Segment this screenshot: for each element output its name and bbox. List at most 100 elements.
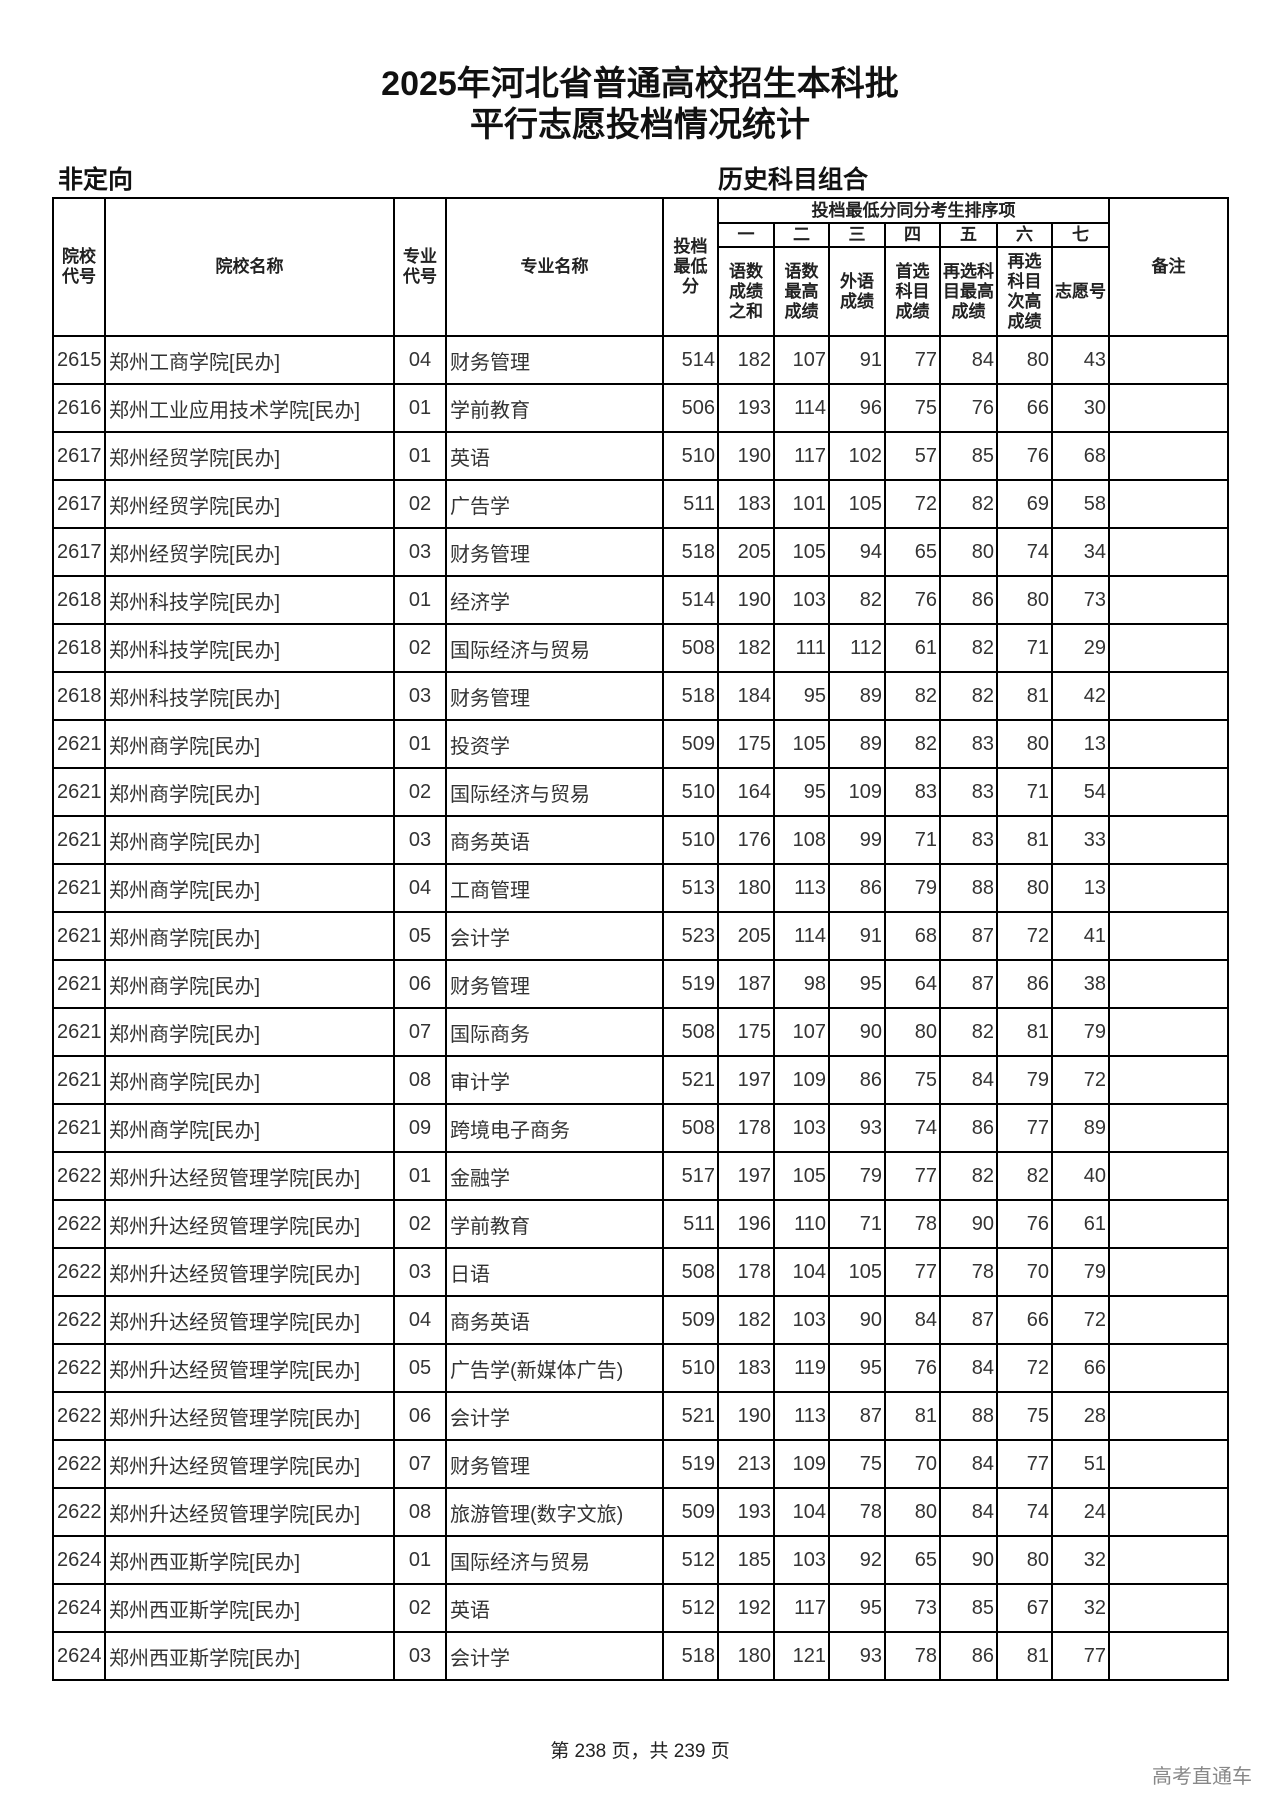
- table-row: 2621 郑州商学院[民办] 09 跨境电子商务 508 178 103 93 74 86 77 89: [52, 1103, 1230, 1153]
- cell-elective-second: 76: [996, 431, 1053, 481]
- cell-chinese-math-max: 113: [773, 863, 830, 913]
- cell-school-code: 2621: [52, 1103, 106, 1153]
- cell-school-name: 郑州商学院[民办]: [104, 863, 395, 913]
- cell-min-score: 510: [662, 431, 719, 481]
- cell-elective-max: 83: [939, 815, 998, 865]
- cell-major-code: 07: [393, 1007, 447, 1057]
- cell-chinese-math-max: 95: [773, 767, 830, 817]
- cell-chinese-math-sum: 190: [717, 575, 775, 625]
- cell-major-name: 工商管理: [445, 863, 664, 913]
- cell-preference-number: 34: [1050, 527, 1111, 577]
- cell-remarks: [1108, 959, 1230, 1009]
- cell-major-name: 国际经济与贸易: [445, 1535, 664, 1585]
- cell-elective-max: 84: [939, 335, 998, 385]
- cell-elective-second: 75: [996, 1391, 1053, 1441]
- cell-elective-second: 74: [996, 527, 1053, 577]
- header-major-name: 专业名称: [445, 197, 664, 337]
- cell-elective-max: 83: [939, 719, 998, 769]
- cell-major-code: 06: [393, 959, 447, 1009]
- cell-chinese-math-max: 109: [773, 1055, 830, 1105]
- cell-foreign-language: 89: [828, 671, 886, 721]
- cell-school-name: 郑州科技学院[民办]: [104, 575, 395, 625]
- cell-remarks: [1108, 1295, 1230, 1345]
- page-number: 第 238 页，共 239 页: [550, 1741, 730, 1762]
- cell-first-subject: 74: [884, 1103, 941, 1153]
- cell-min-score: 523: [662, 911, 719, 961]
- cell-school-name: 郑州商学院[民办]: [104, 1103, 395, 1153]
- cell-remarks: [1108, 575, 1230, 625]
- cell-elective-max: 87: [939, 911, 998, 961]
- cell-remarks: [1108, 1055, 1230, 1105]
- cell-school-code: 2621: [52, 863, 106, 913]
- cell-remarks: [1108, 1487, 1230, 1537]
- cell-major-code: 07: [393, 1439, 447, 1489]
- cell-first-subject: 75: [884, 383, 941, 433]
- cell-foreign-language: 93: [828, 1103, 886, 1153]
- cell-foreign-language: 95: [828, 1583, 886, 1633]
- cell-foreign-language: 87: [828, 1391, 886, 1441]
- cell-chinese-math-sum: 183: [717, 479, 775, 529]
- cell-first-subject: 83: [884, 767, 941, 817]
- cell-foreign-language: 79: [828, 1151, 886, 1201]
- cell-chinese-math-sum: 205: [717, 911, 775, 961]
- cell-preference-number: 79: [1050, 1007, 1111, 1057]
- cell-remarks: [1108, 1103, 1230, 1153]
- cell-major-code: 02: [393, 1199, 447, 1249]
- cell-major-code: 04: [393, 1295, 447, 1345]
- cell-foreign-language: 86: [828, 1055, 886, 1105]
- cell-major-name: 学前教育: [445, 1199, 664, 1249]
- cell-remarks: [1108, 383, 1230, 433]
- cell-foreign-language: 99: [828, 815, 886, 865]
- cell-chinese-math-sum: 197: [717, 1151, 775, 1201]
- cell-first-subject: 64: [884, 959, 941, 1009]
- header-tiebreak-group: 投档最低分同分考生排序项: [716, 197, 1111, 224]
- cell-major-code: 08: [393, 1487, 447, 1537]
- cell-foreign-language: 90: [828, 1295, 886, 1345]
- cell-chinese-math-sum: 193: [717, 1487, 775, 1537]
- cell-preference-number: 42: [1050, 671, 1111, 721]
- cell-major-code: 03: [393, 527, 447, 577]
- cell-min-score: 512: [662, 1535, 719, 1585]
- cell-elective-second: 66: [996, 383, 1053, 433]
- table-row: 2622 郑州升达经贸管理学院[民办] 04 商务英语 509 182 103 90 84 87 6…: [52, 1295, 1230, 1345]
- cell-foreign-language: 102: [828, 431, 886, 481]
- cell-chinese-math-max: 105: [773, 719, 830, 769]
- cell-school-code: 2622: [52, 1199, 106, 1249]
- cell-school-code: 2621: [52, 1007, 106, 1057]
- cell-remarks: [1108, 1343, 1230, 1393]
- cell-elective-max: 85: [939, 431, 998, 481]
- cell-preference-number: 61: [1050, 1199, 1111, 1249]
- cell-major-name: 财务管理: [445, 527, 664, 577]
- cell-school-code: 2622: [52, 1391, 106, 1441]
- cell-school-code: 2615: [52, 335, 106, 385]
- cell-school-name: 郑州西亚斯学院[民办]: [104, 1583, 395, 1633]
- cell-chinese-math-max: 104: [773, 1487, 830, 1537]
- cell-major-code: 02: [393, 767, 447, 817]
- table-row: 2624 郑州西亚斯学院[民办] 01 国际经济与贸易 512 185 103 92 65 90 8…: [52, 1535, 1230, 1585]
- cell-school-code: 2616: [52, 383, 106, 433]
- cell-preference-number: 43: [1050, 335, 1111, 385]
- cell-major-code: 01: [393, 719, 447, 769]
- cell-first-subject: 81: [884, 1391, 941, 1441]
- cell-school-name: 郑州商学院[民办]: [104, 767, 395, 817]
- cell-remarks: [1108, 479, 1230, 529]
- cell-major-name: 英语: [445, 1583, 664, 1633]
- table-row: 2615 郑州工商学院[民办] 04 财务管理 514 182 107 91 77 84 80 43: [52, 335, 1230, 385]
- cell-chinese-math-max: 114: [773, 911, 830, 961]
- cell-min-score: 511: [662, 1199, 719, 1249]
- cell-foreign-language: 105: [828, 479, 886, 529]
- table-row: 2621 郑州商学院[民办] 06 财务管理 519 187 98 95 64 87 86 38: [52, 959, 1230, 1009]
- header-remarks: 备注: [1108, 197, 1230, 337]
- cell-major-name: 会计学: [445, 911, 664, 961]
- cell-min-score: 519: [662, 959, 719, 1009]
- cell-chinese-math-max: 113: [773, 1391, 830, 1441]
- cell-chinese-math-sum: 205: [717, 527, 775, 577]
- cell-foreign-language: 91: [828, 335, 886, 385]
- cell-foreign-language: 91: [828, 911, 886, 961]
- header-school-code: 院校代号: [52, 197, 106, 337]
- cell-elective-second: 79: [996, 1055, 1053, 1105]
- cell-elective-second: 69: [996, 479, 1053, 529]
- cell-school-name: 郑州升达经贸管理学院[民办]: [104, 1199, 395, 1249]
- cell-remarks: [1108, 1439, 1230, 1489]
- cell-major-code: 04: [393, 863, 447, 913]
